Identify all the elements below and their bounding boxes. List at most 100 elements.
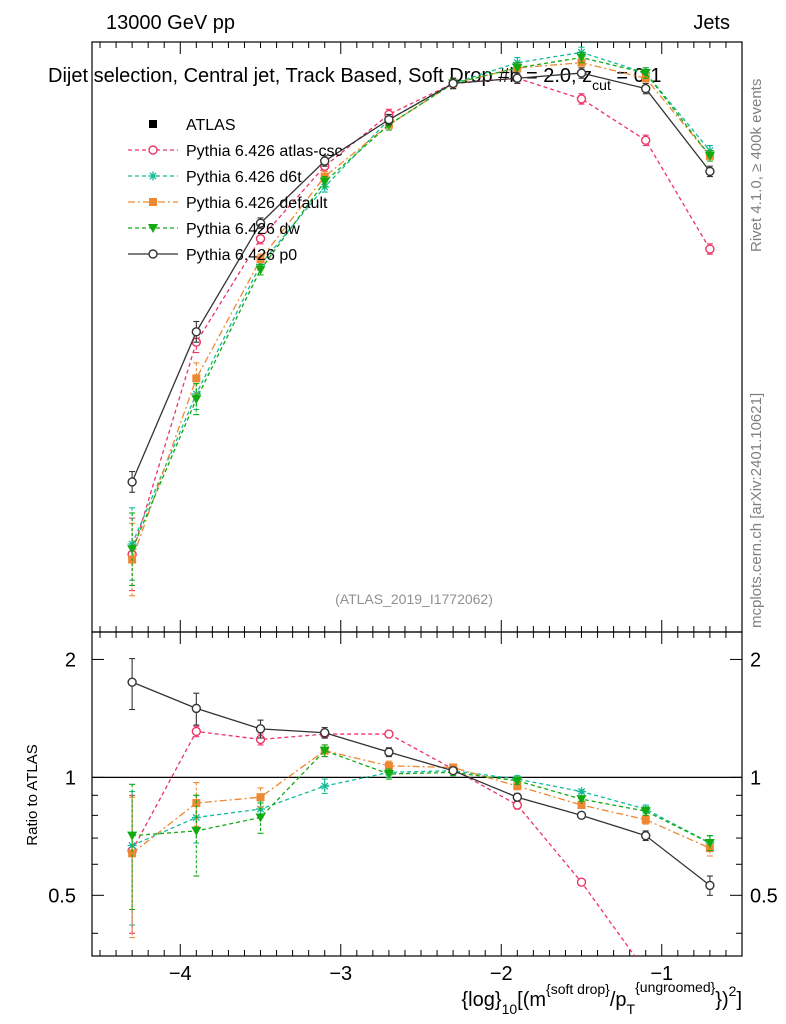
data-point-atlas_csc (705, 244, 715, 254)
x-axis-label: {log}10[(m{soft drop}/pT {ungroomed}})2] (462, 979, 743, 1017)
data-point-p0 (191, 327, 202, 337)
series-atlas_csc (127, 725, 636, 956)
legend-item-dw: Pythia 6.426 dw (128, 221, 300, 238)
data-point-p0 (512, 792, 523, 802)
data-point-atlas_csc (255, 233, 266, 244)
data-point-p0 (127, 677, 137, 687)
legend-label: Pythia 6.426 dw (186, 221, 300, 238)
series-line-p0 (131, 681, 711, 886)
legend-item-default: Pythia 6.426 default (128, 195, 328, 212)
main-series-layer (127, 46, 715, 597)
data-point-default (641, 815, 650, 824)
data-point-p0 (641, 83, 651, 94)
x-tick-label: −2 (490, 963, 513, 985)
legend-item-d6t: Pythia 6.426 d6t (128, 169, 302, 186)
energy-label: 13000 GeV pp (106, 12, 235, 34)
data-point-default (577, 801, 586, 810)
y-tick-label-left: 0.5 (48, 885, 76, 907)
data-point-p0 (448, 766, 458, 776)
legend-label: Pythia 6.426 default (186, 195, 328, 212)
series-line-d6t (131, 770, 711, 847)
data-point-default (256, 255, 265, 264)
data-point-atlas_csc (191, 726, 202, 737)
series-line-default (131, 749, 711, 854)
xlabel-e: ] (736, 989, 742, 1011)
plot-title-sub: cut (592, 77, 611, 93)
data-point-dw (255, 265, 266, 275)
data-point-p0 (576, 810, 587, 821)
legend-label: Pythia 6.426 d6t (186, 169, 302, 186)
xlabel-b-sup: {soft drop} (546, 981, 610, 997)
legend-label: Pythia 6.426 atlas-csc (186, 143, 343, 160)
data-point-d6t (320, 781, 330, 791)
data-point-p0 (705, 880, 715, 891)
legend-marker-p0 (148, 249, 158, 259)
y-tick-label-right: 1 (750, 767, 761, 789)
data-point-atlas_csc (576, 877, 587, 887)
analysis-watermark: (ATLAS_2019_I1772062) (335, 591, 493, 607)
legend-label: Pythia 6.426 p0 (186, 247, 297, 264)
xlabel-a-sub: 10 (502, 1001, 518, 1017)
data-point-dw (383, 770, 394, 780)
data-point-default (513, 782, 522, 791)
legend-marker-atlas (149, 120, 157, 128)
series-p0 (127, 658, 715, 896)
data-point-p0 (512, 73, 523, 83)
y-tick-label-left: 2 (65, 649, 76, 671)
xlabel-d: }) (715, 989, 728, 1011)
data-point-atlas_csc (384, 729, 394, 739)
series-line-atlas_csc (131, 77, 711, 555)
data-point-p0 (255, 724, 266, 734)
x-tick-label: −4 (169, 963, 192, 985)
series-line-dw (131, 56, 711, 550)
y-tick-label-right: 2 (750, 649, 761, 671)
legend-item-atlas_csc: Pythia 6.426 atlas-csc (128, 143, 343, 160)
xlabel-b: [(m (517, 989, 546, 1011)
data-point-dw (640, 807, 651, 817)
main-axis-ticks (99, 42, 743, 632)
data-point-p0 (255, 218, 266, 228)
data-point-p0 (384, 747, 394, 757)
data-point-dw (512, 776, 523, 786)
data-point-atlas_csc (576, 94, 587, 104)
data-point-dw (640, 69, 651, 79)
ratio-tick-labels: 0.5 0.5 1 1 2 2 −4 −3 −2 −1 (48, 649, 778, 985)
data-point-dw (704, 151, 715, 161)
data-point-p0 (384, 114, 394, 125)
series-line-dw (132, 749, 711, 844)
series-line-p0 (131, 72, 711, 483)
series-default (128, 56, 714, 597)
data-point-dw (191, 395, 202, 405)
legend: ATLAS Pythia 6.426 atlas-csc Pythia 6.426 … (128, 117, 343, 264)
data-point-default (192, 374, 201, 383)
data-point-d6t (577, 787, 587, 797)
series-line-atlas_csc (131, 730, 636, 956)
data-point-dw (576, 53, 587, 63)
legend-marker-dw (148, 224, 158, 233)
data-point-dw (512, 63, 523, 73)
xlabel-c-sub: T (627, 1001, 636, 1017)
rivet-label: Rivet 4.1.0, ≥ 400k events (748, 79, 765, 252)
ratio-plot-frame (91, 631, 743, 957)
series-p0 (127, 67, 715, 493)
legend-label: ATLAS (186, 117, 236, 134)
legend-item-atlas: ATLAS (149, 117, 236, 134)
xlabel-c: /p (610, 989, 627, 1011)
xlabel-d-sup: 2 (729, 983, 737, 999)
legend-marker-default (149, 198, 157, 206)
data-point-dw (319, 177, 330, 187)
data-point-dw (255, 813, 266, 823)
y-tick-label-right: 0.5 (750, 885, 778, 907)
series-dw (127, 744, 715, 911)
data-point-default (128, 849, 137, 858)
data-point-dw (576, 795, 587, 805)
x-tick-label: −3 (329, 963, 352, 985)
series-line-default (131, 62, 711, 560)
data-point-p0 (191, 703, 202, 714)
data-point-p0 (641, 830, 651, 841)
ratio-series-layer (127, 658, 715, 956)
data-point-p0 (448, 78, 458, 89)
legend-marker-d6t (148, 171, 158, 181)
data-point-dw (191, 826, 202, 836)
